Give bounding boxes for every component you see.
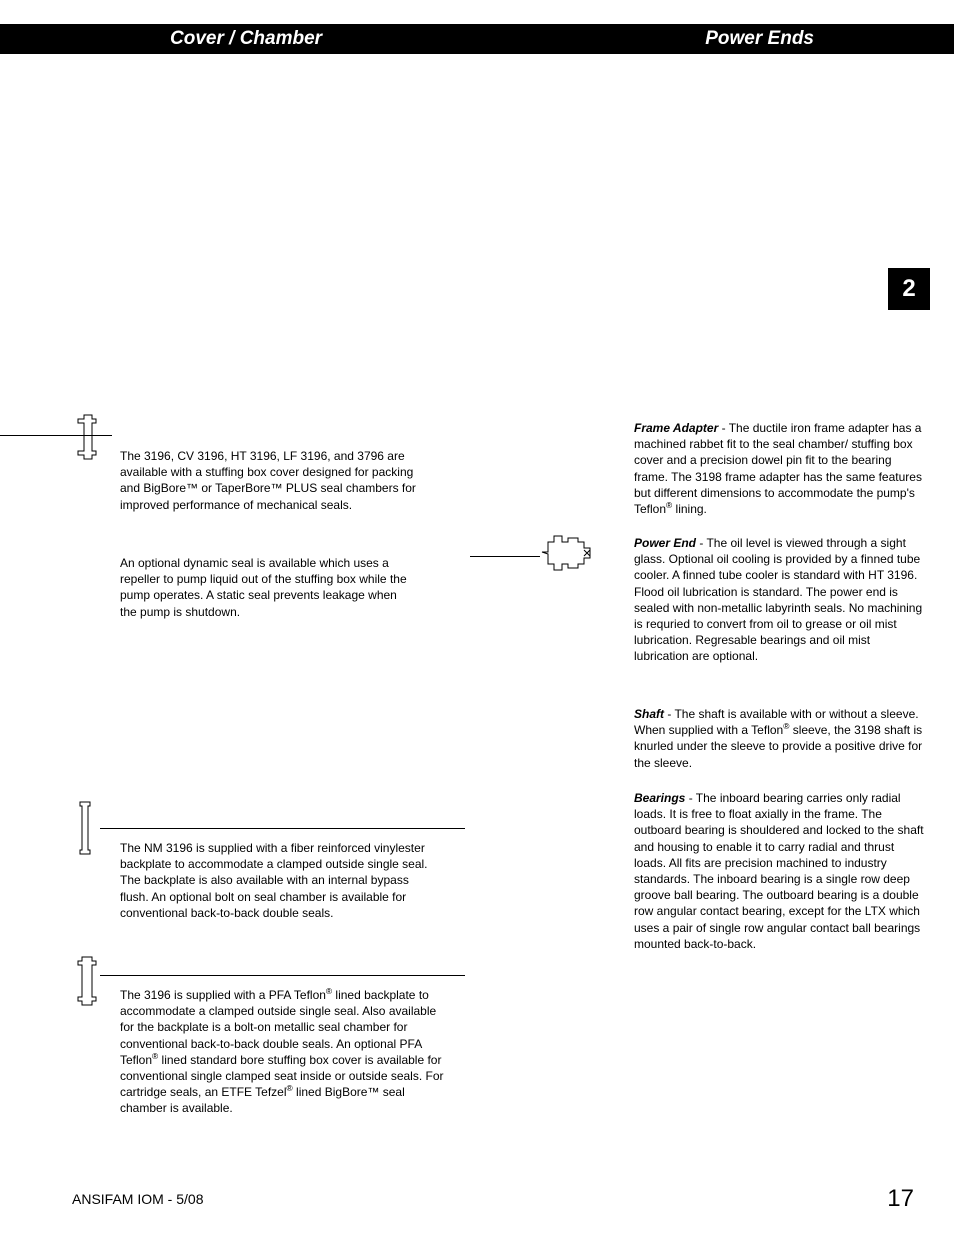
header-bar: Cover / Chamber Power Ends: [0, 24, 954, 54]
page-number: 17: [887, 1185, 914, 1213]
frame-adapter-lead: Frame Adapter: [634, 421, 718, 435]
lined-backplate-icon: [74, 955, 102, 1012]
cover-chamber-paragraph-1: The 3196, CV 3196, HT 3196, LF 3196, and…: [120, 448, 420, 513]
nm3196-paragraph: The NM 3196 is supplied with a fiber rei…: [120, 840, 430, 921]
shaft-paragraph: Shaft - The shaft is available with or w…: [634, 706, 924, 771]
connector-line: [470, 556, 540, 557]
section-number-badge: 2: [888, 268, 930, 310]
backplate-icon: [74, 800, 98, 861]
connector-line: [100, 975, 465, 976]
shaft-lead: Shaft: [634, 707, 664, 721]
bearings-lead: Bearings: [634, 791, 685, 805]
power-end-icon: [538, 530, 594, 585]
header-title-left: Cover / Chamber: [170, 28, 322, 50]
power-end-lead: Power End: [634, 536, 696, 550]
3196-lined-paragraph: The 3196 is supplied with a PFA Teflon® …: [120, 987, 450, 1117]
power-end-paragraph: Power End - The oil level is viewed thro…: [634, 535, 924, 665]
footer-doc-id: ANSIFAM IOM - 5/08: [72, 1191, 203, 1207]
header-title-right: Power Ends: [705, 28, 814, 50]
frame-adapter-paragraph: Frame Adapter - The ductile iron frame a…: [634, 420, 924, 517]
cover-chamber-paragraph-2: An optional dynamic seal is available wh…: [120, 555, 410, 620]
chamber-icon: [74, 413, 102, 466]
bearings-paragraph: Bearings - The inboard bearing carries o…: [634, 790, 924, 952]
connector-line: [100, 828, 465, 829]
